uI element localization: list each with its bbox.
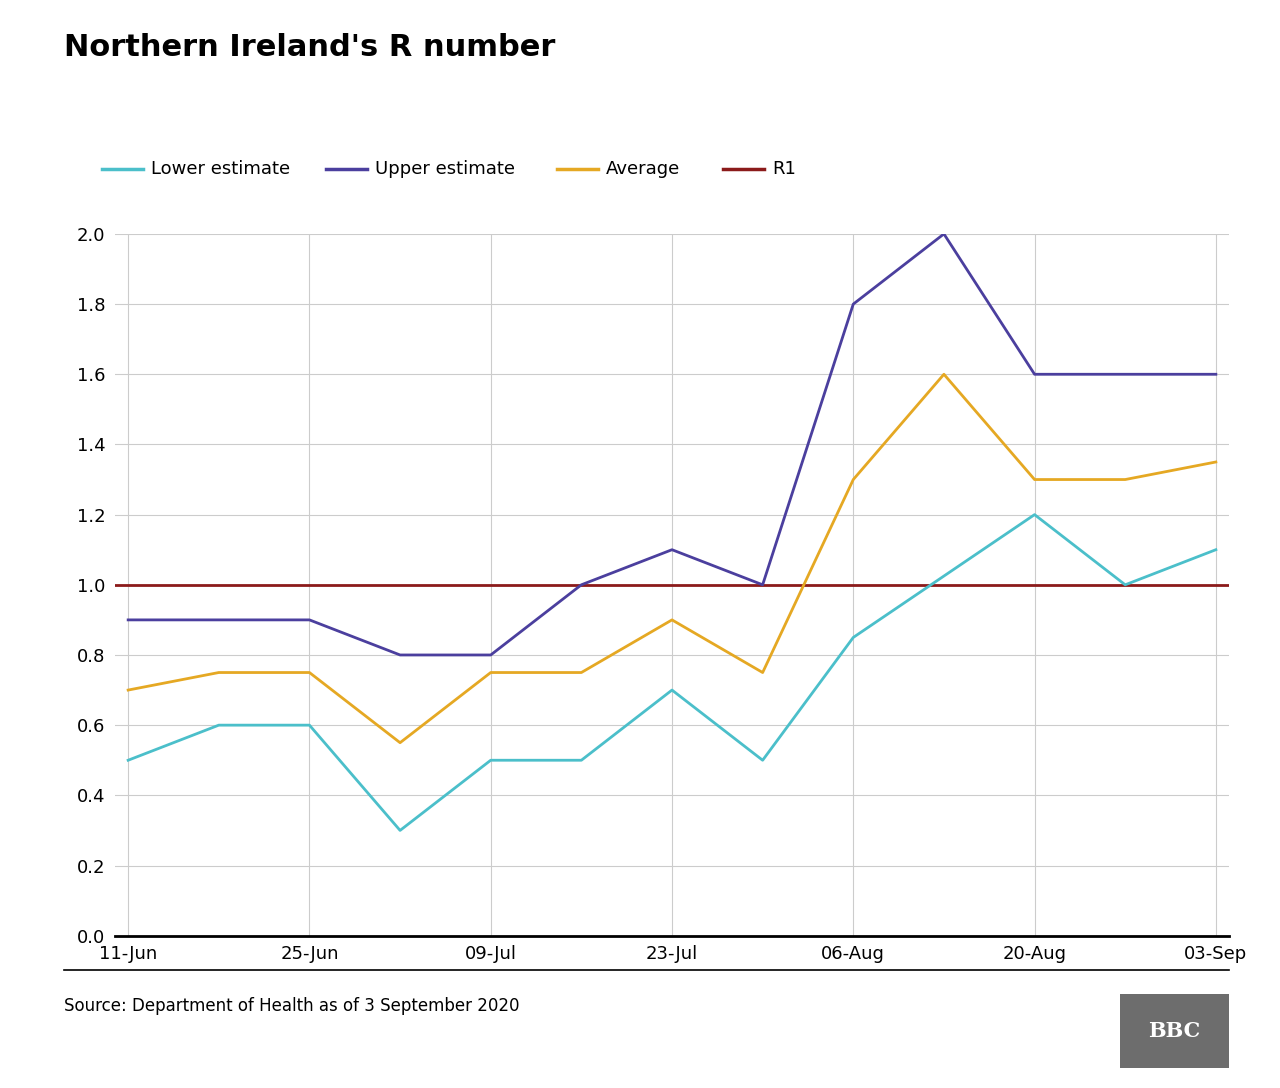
Text: BBC: BBC (1148, 1022, 1201, 1041)
Text: Upper estimate: Upper estimate (375, 160, 515, 177)
Text: Northern Ireland's R number: Northern Ireland's R number (64, 33, 556, 62)
Text: Lower estimate: Lower estimate (151, 160, 291, 177)
Text: R1: R1 (772, 160, 796, 177)
Text: Average: Average (605, 160, 680, 177)
Text: Source: Department of Health as of 3 September 2020: Source: Department of Health as of 3 Sep… (64, 998, 520, 1015)
